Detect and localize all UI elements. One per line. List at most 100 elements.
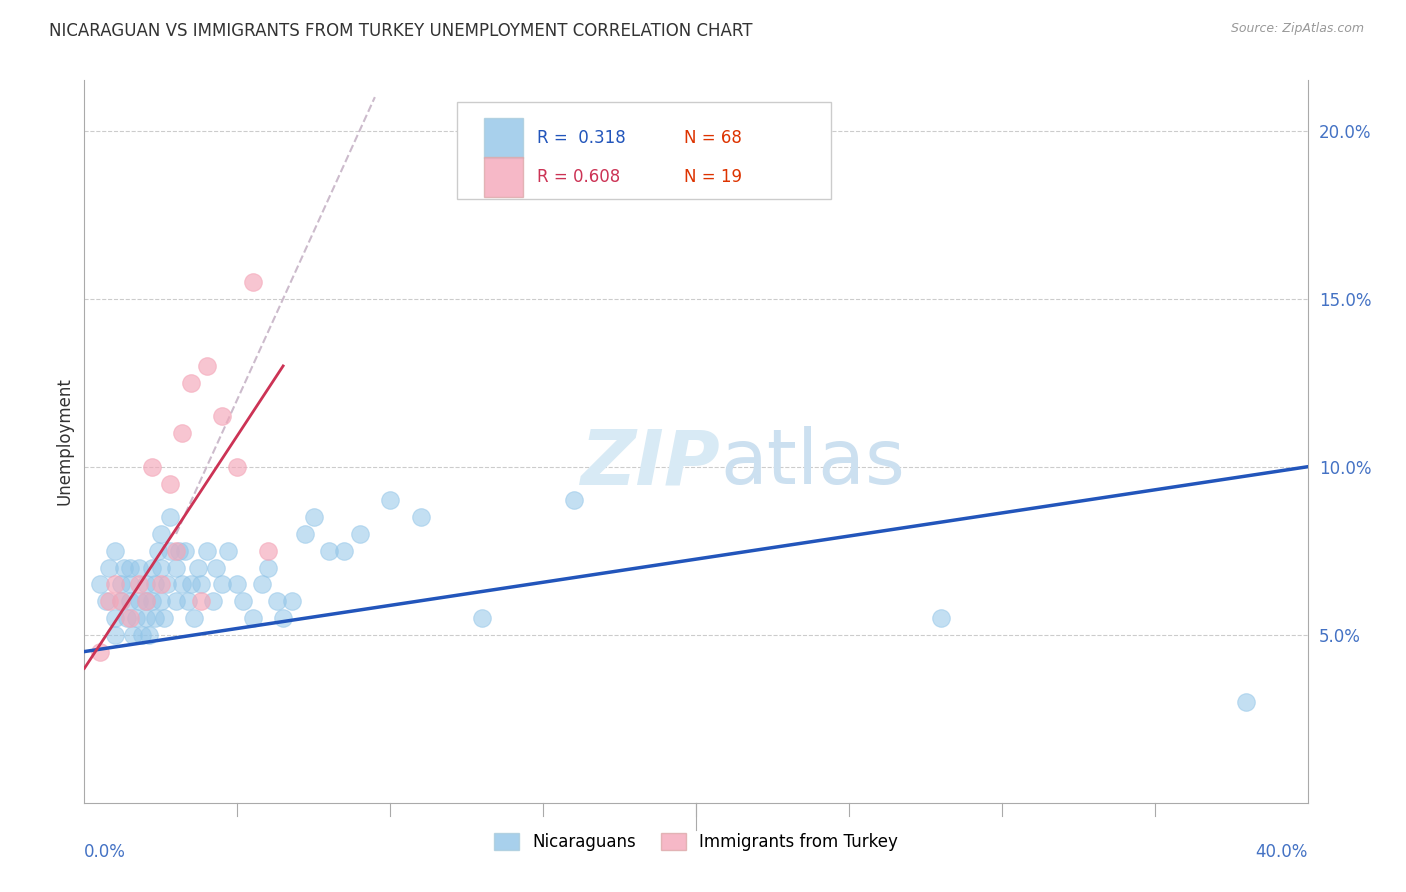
Point — [143, 611, 166, 625]
Point — [143, 577, 166, 591]
Point — [104, 543, 127, 558]
Point — [471, 611, 494, 625]
Point — [149, 577, 172, 591]
Point — [141, 459, 163, 474]
Point — [135, 577, 157, 591]
Bar — [484, 119, 523, 158]
Point — [333, 543, 356, 558]
Bar — [484, 158, 523, 197]
Point — [112, 560, 135, 574]
Point — [120, 611, 142, 625]
Point — [186, 560, 208, 574]
Point — [271, 611, 294, 625]
Text: NICARAGUAN VS IMMIGRANTS FROM TURKEY UNEMPLOYMENT CORRELATION CHART: NICARAGUAN VS IMMIGRANTS FROM TURKEY UNE… — [49, 22, 752, 40]
Point — [217, 543, 239, 558]
Point — [562, 493, 585, 508]
Point — [172, 426, 194, 441]
Point — [146, 543, 169, 558]
Point — [97, 560, 120, 574]
Point — [409, 510, 432, 524]
Point — [172, 577, 194, 591]
Point — [232, 594, 254, 608]
Point — [135, 594, 157, 608]
Point — [125, 611, 148, 625]
Point — [195, 543, 218, 558]
Legend: Nicaraguans, Immigrants from Turkey: Nicaraguans, Immigrants from Turkey — [485, 825, 907, 860]
Point — [104, 628, 127, 642]
Point — [156, 577, 179, 591]
Point — [266, 594, 288, 608]
Text: 0.0%: 0.0% — [84, 843, 127, 861]
Point — [122, 628, 145, 642]
Text: R = 0.608: R = 0.608 — [537, 169, 620, 186]
Point — [318, 543, 340, 558]
Point — [159, 543, 181, 558]
Point — [929, 611, 952, 625]
Point — [128, 560, 150, 574]
Point — [149, 527, 172, 541]
Point — [104, 611, 127, 625]
Point — [128, 594, 150, 608]
Text: N = 19: N = 19 — [683, 169, 742, 186]
Point — [138, 628, 160, 642]
Point — [180, 376, 202, 390]
Point — [165, 560, 187, 574]
Point — [89, 644, 111, 658]
Point — [242, 611, 264, 625]
Point — [120, 594, 142, 608]
Point — [174, 543, 197, 558]
Point — [294, 527, 316, 541]
Point — [165, 543, 187, 558]
Point — [110, 594, 132, 608]
FancyBboxPatch shape — [457, 102, 831, 200]
Point — [226, 459, 249, 474]
Point — [250, 577, 273, 591]
Text: atlas: atlas — [720, 426, 905, 500]
Point — [159, 476, 181, 491]
Point — [141, 560, 163, 574]
Point — [135, 594, 157, 608]
Point — [302, 510, 325, 524]
Text: ZIP: ZIP — [581, 426, 720, 500]
Point — [349, 527, 371, 541]
Point — [141, 594, 163, 608]
Point — [165, 594, 187, 608]
Point — [115, 611, 138, 625]
Point — [201, 594, 224, 608]
Point — [110, 577, 132, 591]
Point — [1236, 695, 1258, 709]
Point — [177, 594, 200, 608]
Point — [180, 577, 202, 591]
Text: R =  0.318: R = 0.318 — [537, 129, 626, 147]
Point — [153, 611, 176, 625]
Point — [380, 493, 402, 508]
Point — [257, 543, 280, 558]
Point — [149, 560, 172, 574]
Point — [257, 560, 280, 574]
Point — [120, 560, 142, 574]
Text: Source: ZipAtlas.com: Source: ZipAtlas.com — [1230, 22, 1364, 36]
Point — [131, 628, 153, 642]
Point — [128, 577, 150, 591]
Point — [89, 577, 111, 591]
Point — [159, 510, 181, 524]
Point — [226, 577, 249, 591]
Point — [135, 611, 157, 625]
Point — [97, 594, 120, 608]
Point — [190, 594, 212, 608]
Point — [205, 560, 228, 574]
Y-axis label: Unemployment: Unemployment — [55, 377, 73, 506]
Point — [242, 275, 264, 289]
Point — [120, 577, 142, 591]
Text: N = 68: N = 68 — [683, 129, 741, 147]
Point — [167, 543, 190, 558]
Point — [110, 594, 132, 608]
Point — [104, 577, 127, 591]
Point — [190, 577, 212, 591]
Text: 40.0%: 40.0% — [1256, 843, 1308, 861]
Point — [149, 594, 172, 608]
Point — [195, 359, 218, 373]
Point — [281, 594, 304, 608]
Point — [211, 577, 233, 591]
Point — [183, 611, 205, 625]
